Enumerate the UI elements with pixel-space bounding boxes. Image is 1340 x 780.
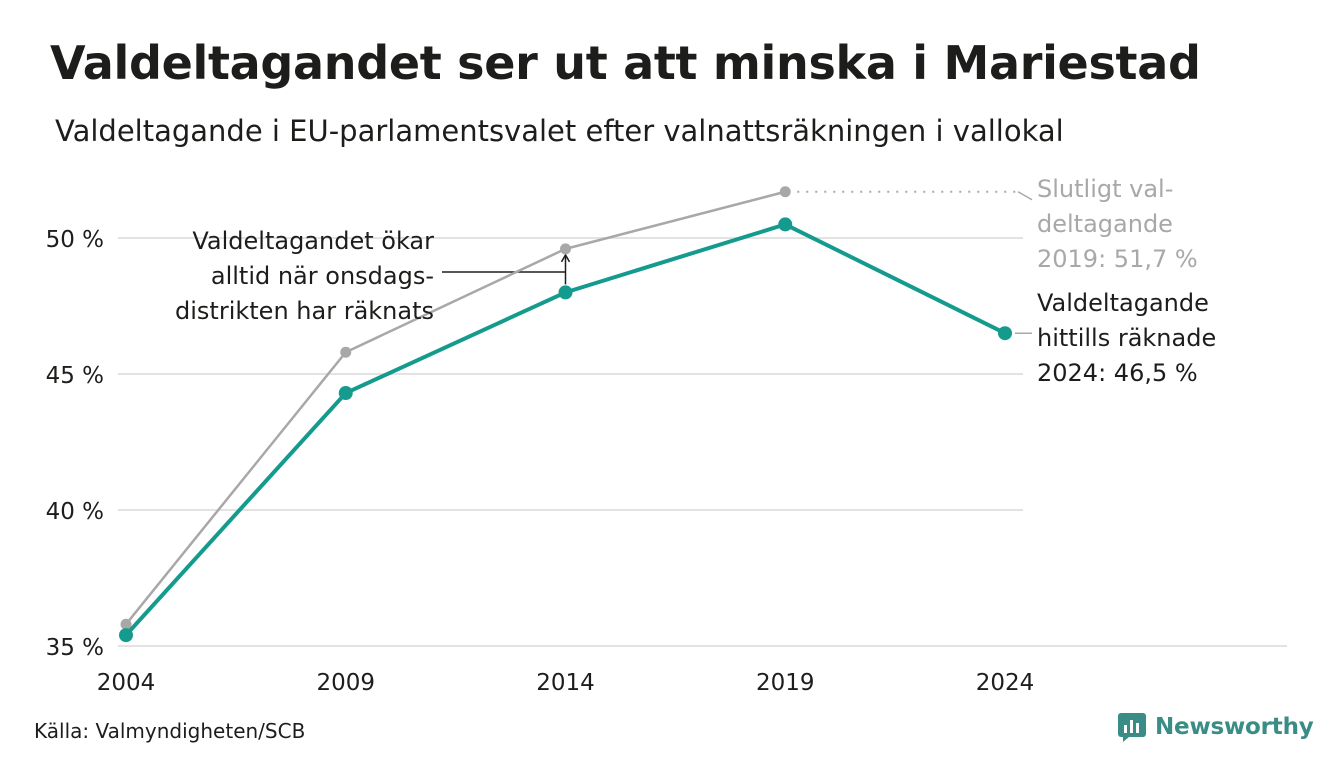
chart-title: Valdeltagandet ser ut att minska i Marie…	[50, 36, 1201, 90]
annotation-line-3: 2019: 51,7 %	[1037, 245, 1198, 273]
data-point-final	[560, 243, 571, 255]
annotation-line-3: distrikten har räknats	[175, 297, 434, 325]
newsworthy-icon	[1118, 713, 1146, 742]
x-tick-label: 2024	[976, 670, 1035, 696]
chart-subtitle: Valdeltagande i EU-parlamentsvalet efter…	[55, 114, 1064, 148]
x-tick-label: 2004	[97, 670, 156, 696]
annotation-line-1: Valdeltagande	[1037, 289, 1209, 317]
data-point-counted	[998, 326, 1012, 341]
y-tick-label: 50 %	[46, 227, 104, 253]
x-tick-label: 2014	[536, 670, 595, 696]
annotation-line-2: alltid när onsdags-	[210, 262, 434, 290]
data-point-counted	[119, 628, 133, 643]
series-counted	[119, 217, 1012, 643]
y-tick-label: 35 %	[46, 635, 104, 661]
data-point-final	[340, 346, 352, 358]
annotation-line-1: Slutligt val-	[1037, 175, 1174, 203]
source-note: Källa: Valmyndigheten/SCB	[34, 719, 306, 743]
leader-final-tick	[1017, 191, 1033, 201]
annotation-line-1: Valdeltagandet ökar	[192, 227, 434, 255]
y-tick-label: 40 %	[46, 499, 104, 525]
y-axis-ticks: 35 % 40 % 45 % 50 %	[46, 227, 104, 661]
annotation-counted-2024: Valdeltagande hittills räknade 2024: 46,…	[1037, 286, 1216, 391]
data-point-counted	[338, 386, 353, 401]
annotation-line-2: deltagande	[1037, 210, 1173, 238]
data-point-counted	[778, 217, 793, 232]
x-tick-label: 2019	[756, 670, 815, 696]
data-point-counted	[558, 285, 573, 300]
x-tick-label: 2009	[316, 670, 375, 696]
series-line-final	[125, 190, 786, 626]
series-group	[119, 186, 1012, 643]
x-axis-ticks: 2004 2009 2014 2019 2024	[97, 670, 1035, 696]
y-tick-label: 45 %	[46, 363, 104, 389]
data-point-final	[120, 618, 132, 630]
annotation-line-2: hittills räknade	[1037, 324, 1217, 352]
annotation-onsdag: Valdeltagandet ökar alltid när onsdags- …	[175, 224, 434, 329]
annotation-line-3: 2024: 46,5 %	[1037, 359, 1198, 387]
brand-name: Newsworthy	[1155, 714, 1314, 740]
gridlines	[118, 237, 1287, 647]
annotation-final-2019: Slutligt val- deltagande 2019: 51,7 %	[1037, 172, 1198, 277]
annotation-lines	[442, 190, 1033, 334]
data-point-final	[779, 186, 791, 198]
newsworthy-logo: Newsworthy	[1117, 712, 1314, 742]
series-final	[120, 186, 791, 630]
annotation-arrowhead	[560, 253, 571, 263]
